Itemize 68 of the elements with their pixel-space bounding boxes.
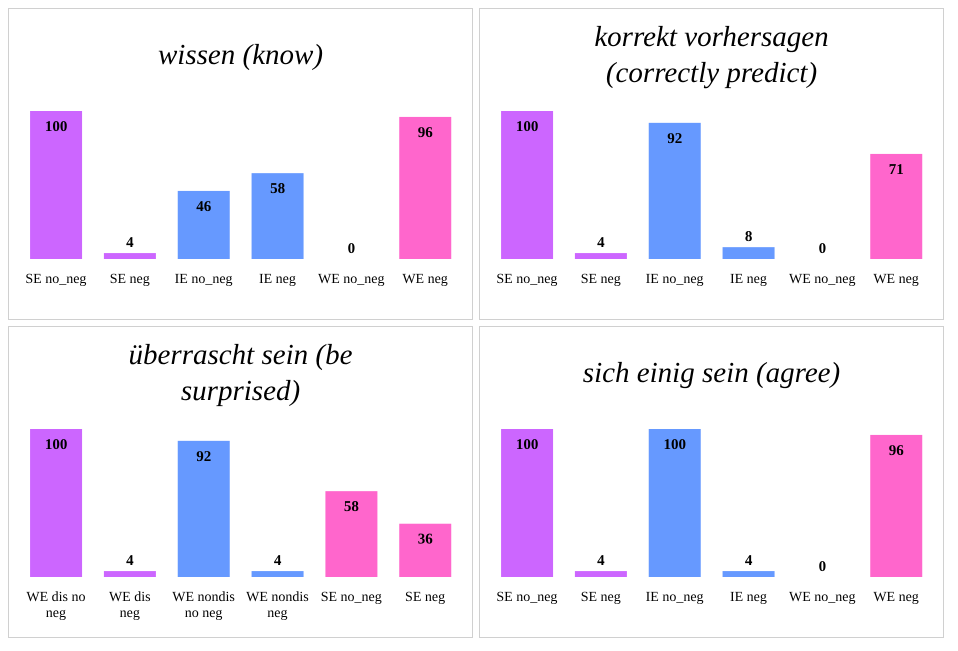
data-label: 96	[418, 124, 434, 141]
x-tick-label: IE neg	[730, 272, 767, 287]
x-tick-label: IE no_neg	[174, 272, 233, 287]
bar	[399, 524, 452, 577]
data-label: 0	[818, 559, 826, 575]
bar	[501, 111, 554, 259]
data-label: 58	[344, 499, 359, 516]
x-tick-label: WE dis no neg	[26, 590, 86, 621]
chart-title: überrascht sein (be surprised)	[128, 338, 354, 409]
x-tick-label: SE neg	[580, 590, 621, 605]
data-label: 100	[44, 119, 68, 135]
x-tick-label: WE nondis neg	[246, 590, 309, 621]
data-label: 36	[418, 532, 434, 548]
bar	[399, 116, 452, 259]
x-tick-label: WE neg	[402, 272, 448, 287]
bar	[104, 253, 156, 259]
x-tick-label: SE neg	[405, 590, 446, 605]
x-tick-label: SE no_neg	[320, 590, 382, 605]
x-tick-label: WE neg	[873, 590, 919, 605]
chart-title: korrekt vorhersagen (correctly predict)	[593, 20, 830, 91]
bar	[252, 571, 304, 577]
x-tick-label: IE neg	[730, 590, 767, 605]
bar	[325, 491, 378, 577]
x-tick-label: WE neg	[873, 272, 919, 287]
bar	[648, 122, 701, 259]
x-tick-label: SE no_neg	[25, 272, 86, 287]
x-tick-label: WE no_neg	[318, 272, 384, 287]
data-label: 92	[196, 448, 212, 465]
bar	[574, 253, 627, 259]
x-tick-label: IE no_neg	[646, 590, 704, 605]
data-label: 71	[888, 162, 904, 178]
x-tick-label: WE no_neg	[789, 272, 856, 287]
data-label: 4	[126, 553, 134, 570]
chart-title: sich einig sein (agree)	[582, 356, 840, 391]
x-tick-label: SE neg	[580, 272, 621, 287]
data-label: 4	[744, 553, 753, 570]
data-label: 0	[348, 241, 356, 257]
bar	[30, 111, 82, 259]
x-tick-label: IE neg	[258, 272, 296, 287]
data-label: 8	[744, 229, 752, 246]
data-label: 100	[516, 437, 538, 453]
bar	[178, 190, 230, 259]
x-tick-label: WE dis neg	[108, 590, 151, 621]
bar	[722, 247, 775, 259]
x-tick-label: SE no_neg	[496, 590, 558, 605]
bar	[30, 429, 82, 577]
x-tick-label: SE neg	[110, 272, 150, 287]
data-label: 0	[818, 241, 826, 257]
chart-title: wissen (know)	[158, 38, 324, 73]
data-label: 92	[667, 130, 682, 147]
x-tick-label: WE no_neg	[789, 590, 856, 605]
data-label: 46	[196, 198, 212, 215]
data-label: 100	[44, 437, 68, 453]
bar	[870, 154, 922, 259]
data-label: 96	[888, 442, 904, 459]
data-label: 100	[516, 119, 538, 135]
x-tick-label: WE nondis no neg	[172, 590, 235, 621]
data-label: 4	[597, 235, 606, 252]
x-tick-label: SE no_neg	[496, 272, 558, 287]
data-label: 4	[597, 553, 606, 570]
bar	[104, 571, 156, 577]
data-label: 58	[270, 181, 286, 198]
data-label: 4	[126, 235, 134, 252]
data-label: 100	[663, 437, 686, 453]
x-tick-label: IE no_neg	[646, 272, 704, 287]
bar	[178, 440, 230, 577]
bar	[252, 173, 304, 259]
data-label: 4	[274, 553, 282, 570]
